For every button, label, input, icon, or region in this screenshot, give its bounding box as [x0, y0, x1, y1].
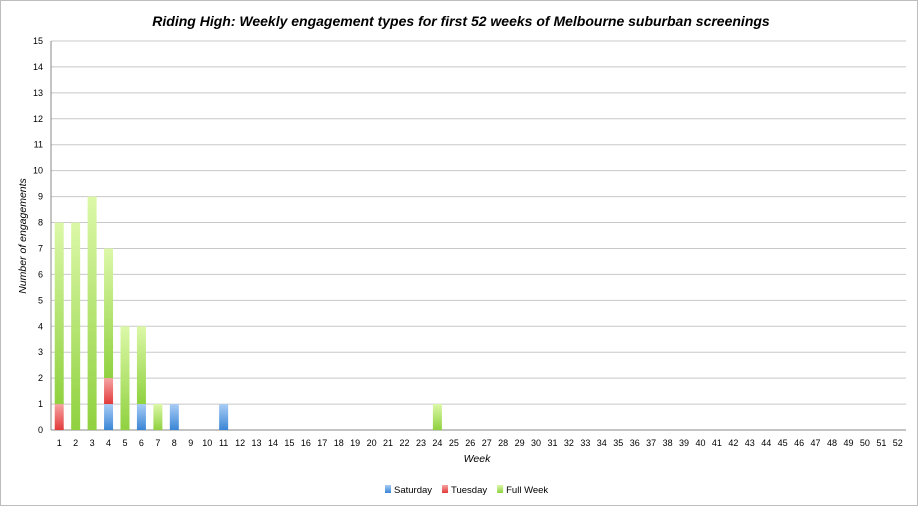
x-tick-label: 19 [350, 438, 360, 448]
x-tick-label: 13 [252, 438, 262, 448]
legend-label: Full Week [506, 485, 548, 496]
y-tick-label: 6 [38, 269, 43, 279]
x-tick-label: 23 [416, 438, 426, 448]
y-axis-label: Number of engagements [17, 177, 29, 293]
x-tick-label: 8 [172, 438, 177, 448]
x-tick-label: 29 [515, 438, 525, 448]
x-tick-label: 40 [695, 438, 705, 448]
bar-full-week [120, 326, 130, 430]
x-tick-label: 45 [778, 438, 788, 448]
x-tick-label: 43 [745, 438, 755, 448]
x-tick-label: 33 [580, 438, 590, 448]
legend: Saturday Tuesday Full Week [385, 485, 548, 496]
x-tick-label: 34 [597, 438, 607, 448]
bar-tuesday [104, 378, 114, 405]
x-tick-label: 22 [400, 438, 410, 448]
chart-title: Riding High: Weekly engagement types for… [152, 13, 770, 29]
x-tick-label: 31 [547, 438, 557, 448]
x-tick-label: 18 [334, 438, 344, 448]
y-tick-label: 14 [33, 62, 43, 72]
y-tick-label: 15 [33, 36, 43, 46]
x-axis-label: Week [464, 453, 491, 465]
x-tick-label: 11 [219, 438, 228, 448]
bar-saturday [169, 404, 179, 430]
x-tick-label: 1 [57, 438, 62, 448]
y-tick-label: 3 [38, 347, 43, 357]
x-tick-label: 36 [630, 438, 640, 448]
legend-swatch [442, 485, 449, 493]
legend-swatch [497, 485, 504, 493]
y-tick-label: 13 [33, 88, 43, 98]
bar-tuesday [54, 404, 64, 430]
x-tick-label: 51 [876, 438, 886, 448]
x-tick-label: 27 [482, 438, 492, 448]
x-tick-label: 14 [268, 438, 278, 448]
bar-saturday [104, 404, 114, 430]
x-tick-label: 12 [235, 438, 245, 448]
x-tick-label: 25 [449, 438, 459, 448]
x-tick-label: 17 [317, 438, 327, 448]
x-tick-label: 26 [465, 438, 475, 448]
y-tick-label: 1 [38, 399, 43, 409]
bar-full-week [136, 326, 146, 405]
x-tick-label: 44 [761, 438, 771, 448]
x-tick-label: 9 [188, 438, 193, 448]
bar-full-week [54, 222, 64, 405]
x-tick-label: 42 [728, 438, 738, 448]
x-tick-label: 4 [106, 438, 111, 448]
x-tick-label: 32 [564, 438, 574, 448]
legend-swatch [385, 485, 391, 493]
x-tick-label: 48 [827, 438, 837, 448]
x-tick-label: 7 [155, 438, 160, 448]
y-tick-label: 9 [38, 192, 43, 202]
y-tick-label: 5 [38, 295, 43, 305]
x-tick-label: 30 [531, 438, 541, 448]
x-tick-label: 10 [202, 438, 212, 448]
x-tick-label: 47 [811, 438, 821, 448]
y-tick-label: 4 [38, 321, 43, 331]
x-tick-label: 28 [498, 438, 508, 448]
x-tick-label: 52 [893, 438, 903, 448]
x-tick-label: 3 [90, 438, 95, 448]
bar-saturday [219, 404, 229, 430]
x-tick-label: 46 [794, 438, 804, 448]
x-tick-label: 15 [284, 438, 294, 448]
bar-saturday [136, 404, 146, 430]
x-tick-label: 49 [843, 438, 853, 448]
x-tick-label: 38 [663, 438, 673, 448]
x-tick-label: 24 [432, 438, 442, 448]
y-tick-label: 2 [38, 373, 43, 383]
y-tick-label: 10 [33, 166, 43, 176]
x-tick-label: 16 [301, 438, 311, 448]
x-tick-label: 6 [139, 438, 144, 448]
x-tick-label: 5 [122, 438, 127, 448]
bar-full-week [153, 404, 163, 430]
x-tick-label: 39 [679, 438, 689, 448]
legend-label: Saturday [394, 485, 432, 496]
x-tick-label: 50 [860, 438, 870, 448]
x-tick-label: 37 [646, 438, 656, 448]
y-tick-label: 7 [38, 243, 43, 253]
x-tick-label: 20 [367, 438, 377, 448]
x-tick-label: 2 [73, 438, 78, 448]
x-tick-label: 35 [613, 438, 623, 448]
x-tick-label: 21 [383, 438, 393, 448]
bar-full-week [87, 196, 97, 430]
bar-full-week [71, 222, 81, 430]
y-tick-label: 12 [33, 114, 43, 124]
bar-full-week [432, 404, 442, 430]
legend-label: Tuesday [451, 485, 487, 496]
bar-full-week [104, 248, 114, 379]
y-tick-label: 0 [38, 425, 43, 435]
y-tick-label: 11 [34, 140, 43, 150]
y-tick-label: 8 [38, 218, 43, 228]
x-tick-label: 41 [712, 438, 722, 448]
